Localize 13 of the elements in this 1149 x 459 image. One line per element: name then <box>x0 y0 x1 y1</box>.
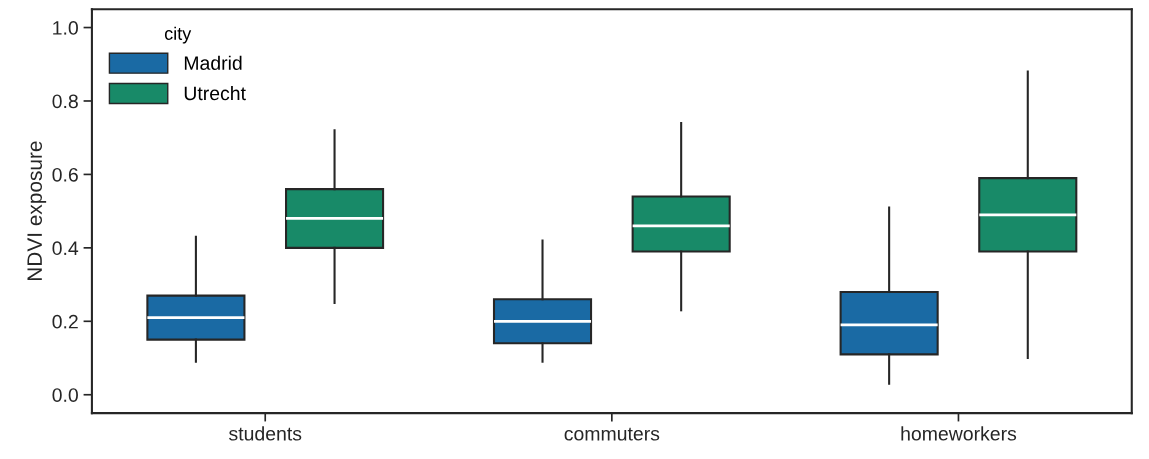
y-tick-label: 0.4 <box>52 241 79 256</box>
y-tick-label: 0.8 <box>52 94 78 109</box>
legend-label: Madrid <box>184 55 242 70</box>
x-tick-label: homeworkers <box>901 426 1017 441</box>
legend-label: Utrecht <box>184 85 246 101</box>
x-tick-label: commuters <box>564 427 660 441</box>
y-tick-label: 0.6 <box>52 167 78 182</box>
y-tick-label: 0.2 <box>52 314 78 329</box>
legend-title: city <box>164 26 192 44</box>
y-tick-label: 1.0 <box>53 21 78 35</box>
x-tick-label: students <box>229 426 302 441</box>
y-axis-title: NDVI exposure <box>27 141 47 281</box>
y-tick-label: 0.0 <box>52 388 78 402</box>
